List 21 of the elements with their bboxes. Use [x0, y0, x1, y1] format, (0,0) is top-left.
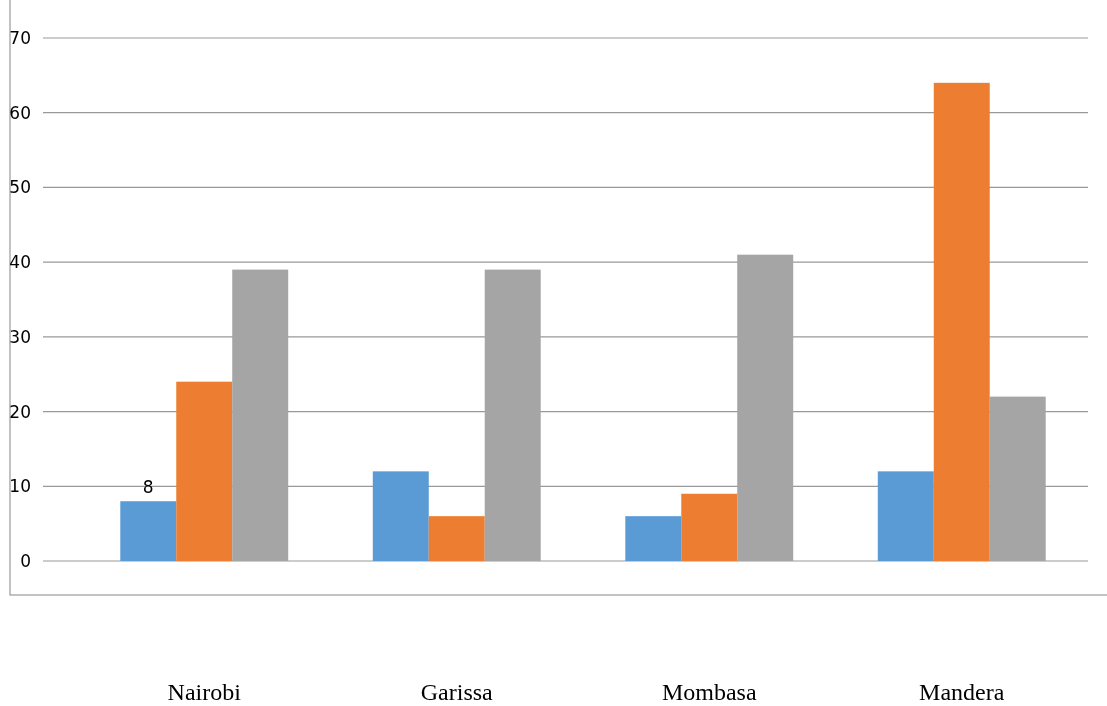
data-label: 8 — [142, 477, 154, 498]
bar — [877, 471, 934, 561]
y-tick-label: 10 — [9, 476, 31, 497]
x-tick-label: Mombasa — [661, 679, 757, 705]
bar — [120, 501, 177, 561]
y-tick-label: 20 — [9, 401, 31, 422]
bar — [176, 381, 233, 561]
y-tick-label: 50 — [9, 177, 31, 198]
bar — [372, 471, 429, 561]
bar — [933, 82, 990, 561]
y-tick-label: 60 — [9, 102, 31, 123]
x-tick-label: Mandera — [919, 679, 1005, 705]
y-tick-label: 40 — [9, 252, 31, 273]
bar — [428, 516, 485, 561]
y-tick-label: 30 — [9, 326, 31, 347]
y-tick-label: 70 — [9, 27, 31, 48]
y-tick-label: 0 — [20, 550, 31, 571]
x-tick-label: Nairobi — [167, 679, 242, 705]
bar — [625, 516, 682, 561]
bar — [681, 493, 738, 561]
x-tick-label: Garissa — [420, 679, 494, 705]
